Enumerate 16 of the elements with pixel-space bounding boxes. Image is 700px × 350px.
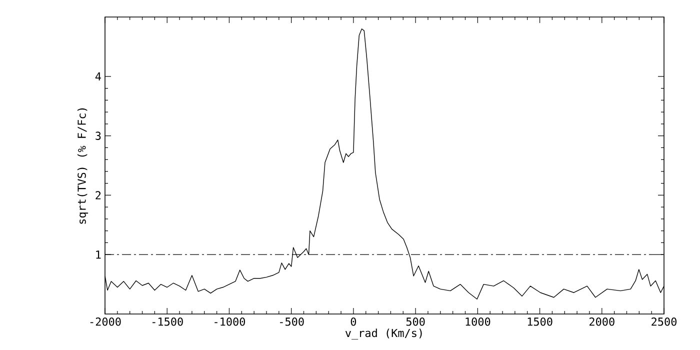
x-tick-label: 2500	[652, 318, 676, 326]
y-tick-label: 1	[96, 250, 101, 259]
y-tick-label: 2	[96, 191, 101, 200]
y-tick-label: 4	[95, 72, 101, 80]
y-axis-title: sqrt(TVS) (% F/Fc)	[77, 108, 88, 224]
x-tick-label: 1000	[466, 318, 490, 326]
x-tick-label: 0	[350, 318, 356, 326]
x-tick-label: 1500	[528, 318, 552, 326]
x-axis-title: v_rad (Km/s)	[345, 328, 422, 340]
x-tick-label: -2000	[90, 318, 121, 326]
x-tick-label: -1500	[152, 318, 183, 326]
x-tick-label: -1000	[214, 318, 246, 326]
x-tick-label: 500	[406, 318, 425, 326]
y-tick-label: 3	[96, 132, 101, 140]
x-tick-label: -500	[280, 318, 304, 326]
x-tick-label: 2000	[590, 318, 614, 326]
